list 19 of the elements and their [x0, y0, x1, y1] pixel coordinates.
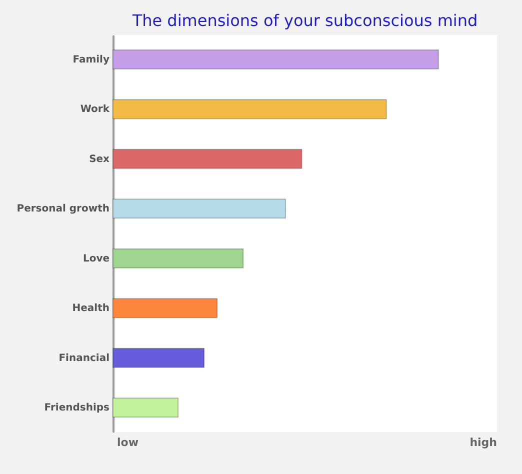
y-tick-label: Family [72, 54, 110, 66]
y-tick-label: Health [72, 303, 110, 314]
bar [112, 148, 302, 169]
y-tick-label: Work [80, 104, 110, 116]
y-tick-label: Sex [89, 154, 110, 165]
bar [112, 99, 387, 120]
y-tick-label: Love [82, 253, 110, 264]
text: low [117, 436, 138, 449]
y-tick-label: Friendships [44, 402, 110, 414]
bar [112, 398, 179, 418]
bar [112, 198, 286, 219]
y-tick-label: Personal growth [16, 204, 110, 215]
text: high [470, 436, 497, 449]
bar [112, 248, 244, 268]
y-tick-label: Financial [58, 352, 110, 364]
chart-title: The dimensions of your subconscious mind [131, 11, 478, 30]
bar [112, 298, 218, 318]
bar [112, 348, 205, 368]
bar [112, 49, 439, 70]
